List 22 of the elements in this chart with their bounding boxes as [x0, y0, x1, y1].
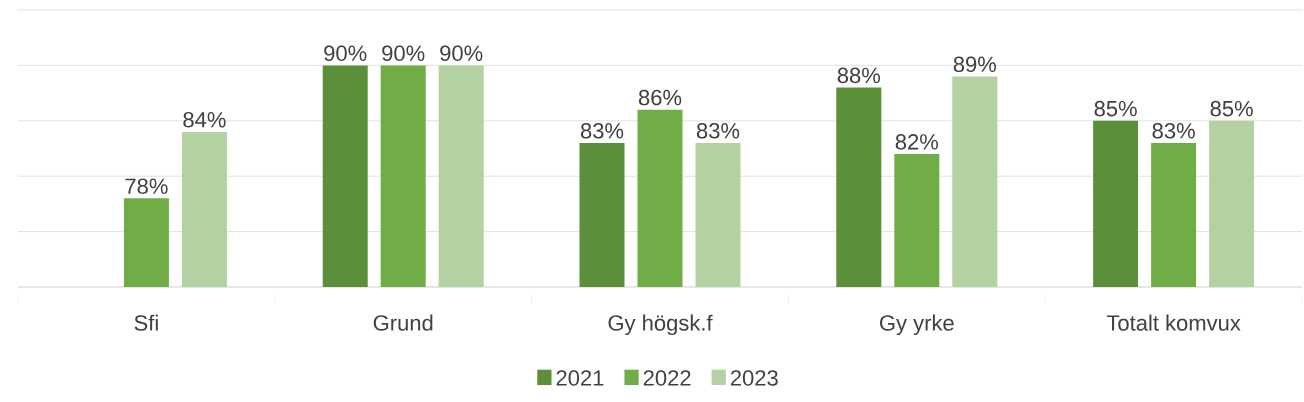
x-tick-label: Grund [373, 314, 433, 331]
data-label: 83% [1152, 123, 1195, 139]
data-label: 82% [895, 134, 939, 150]
legend-label: 2021 [556, 370, 604, 386]
legend-label: 2022 [643, 370, 691, 386]
data-label: 78% [125, 178, 168, 194]
data-label: 83% [580, 123, 624, 139]
data-label: 85% [1210, 100, 1253, 117]
data-label: 84% [183, 111, 226, 128]
data-label: 86% [638, 89, 682, 106]
x-tick-label: Sfi [134, 314, 158, 331]
data-label: 90% [440, 45, 483, 62]
x-tick-label: Gy yrke [880, 314, 954, 336]
x-tick-label: Totalt komvux [1106, 314, 1241, 331]
data-label: 90% [324, 45, 367, 62]
data-label: 83% [696, 123, 740, 139]
data-label: 88% [837, 67, 881, 84]
data-label: 89% [953, 56, 997, 73]
legend-label: 2023 [730, 370, 778, 386]
x-tick-label: Gy högsk.f [608, 314, 713, 336]
data-label: 90% [382, 45, 425, 62]
data-label: 85% [1094, 100, 1137, 117]
